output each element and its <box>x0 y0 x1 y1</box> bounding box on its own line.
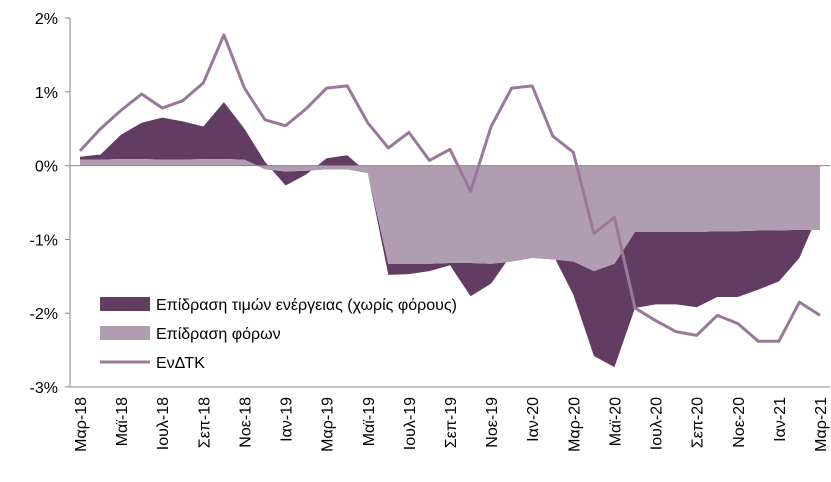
x-tick-label: Ιαν-20 <box>525 397 542 442</box>
x-tick-label: Σεπ-20 <box>690 397 707 448</box>
legend-swatch <box>100 297 150 311</box>
y-tick-label: -1% <box>30 232 58 249</box>
legend-label: Επίδραση τιμών ενέργειας (χωρίς φόρους) <box>156 297 457 314</box>
legend-swatch <box>100 326 150 340</box>
x-tick-label: Ιουλ-18 <box>155 397 172 450</box>
x-tick-label: Μαϊ-20 <box>607 397 624 446</box>
legend-label: Επίδραση φόρων <box>156 326 281 343</box>
x-tick-label: Μαρ-19 <box>320 397 337 452</box>
x-tick-label: Νοε-20 <box>731 397 748 448</box>
x-tick-label: Ιαν-19 <box>279 397 296 442</box>
x-tick-label: Σεπ-19 <box>443 397 460 448</box>
area <box>80 158 820 272</box>
x-tick-label: Ιαν-21 <box>772 397 789 442</box>
x-tick-label: Νοε-19 <box>484 397 501 448</box>
y-tick-label: 2% <box>35 11 58 28</box>
x-tick-label: Μαρ-20 <box>566 397 583 452</box>
x-tick-label: Ιουλ-19 <box>402 397 419 450</box>
x-tick-label: Μαρ-18 <box>73 397 90 452</box>
x-tick-label: Μαϊ-18 <box>114 397 131 446</box>
x-tick-label: Ιουλ-20 <box>649 397 666 450</box>
x-tick-label: Νοε-18 <box>237 397 254 448</box>
y-tick-label: 0% <box>35 159 58 176</box>
x-tick-label: Μαϊ-19 <box>361 397 378 446</box>
line <box>78 33 821 343</box>
y-tick-label: 1% <box>35 85 58 102</box>
legend-label: ΕνΔΤΚ <box>156 355 205 372</box>
y-tick-label: -3% <box>30 380 58 397</box>
x-tick-label: Σεπ-18 <box>196 397 213 448</box>
y-tick-label: -2% <box>30 306 58 323</box>
x-tick-label: Μαρ-21 <box>813 397 830 452</box>
